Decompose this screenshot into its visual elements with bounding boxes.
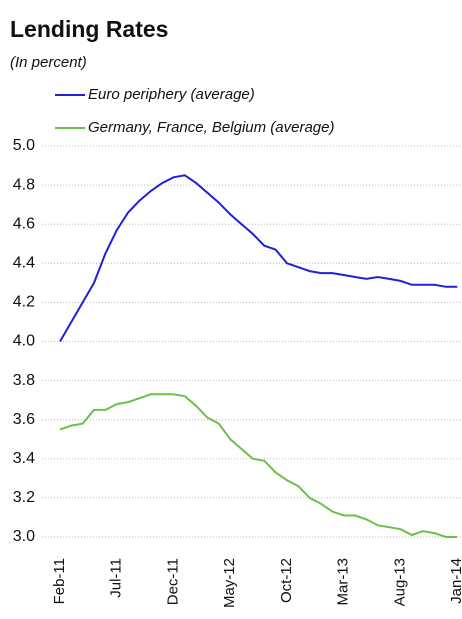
x-tick-label: Mar-13	[335, 558, 352, 606]
x-tick-label: Oct-12	[278, 558, 295, 603]
chart-title: Lending Rates	[10, 16, 168, 42]
x-tick-label: Feb-11	[51, 558, 68, 604]
y-tick-label: 3.4	[13, 450, 35, 467]
y-tick-label: 4.8	[13, 176, 35, 193]
line	[59, 393, 458, 538]
legend-label: Germany, France, Belgium (average)	[88, 119, 334, 136]
y-tick-label: 4.6	[13, 215, 35, 232]
x-tick-label: Aug-13	[391, 558, 408, 606]
y-tick-label: 3.2	[13, 489, 35, 506]
x-tick-label: Jan-14	[448, 558, 462, 604]
y-tick-label: 3.6	[13, 411, 35, 428]
y-tick-label: 4.2	[13, 294, 35, 311]
y-tick-label: 3.8	[13, 372, 35, 389]
line	[59, 174, 458, 343]
chart-subtitle: (In percent)	[10, 54, 87, 71]
y-tick-label: 4.4	[13, 255, 35, 272]
x-tick-label: May-12	[221, 558, 238, 608]
x-tick-label: Jul-11	[108, 558, 125, 598]
y-tick-label: 3.0	[13, 528, 35, 545]
y-tick-label: 5.0	[13, 137, 35, 154]
legend-label: Euro periphery (average)	[88, 86, 255, 103]
y-tick-label: 4.0	[13, 333, 35, 350]
x-tick-label: Dec-11	[164, 558, 181, 605]
